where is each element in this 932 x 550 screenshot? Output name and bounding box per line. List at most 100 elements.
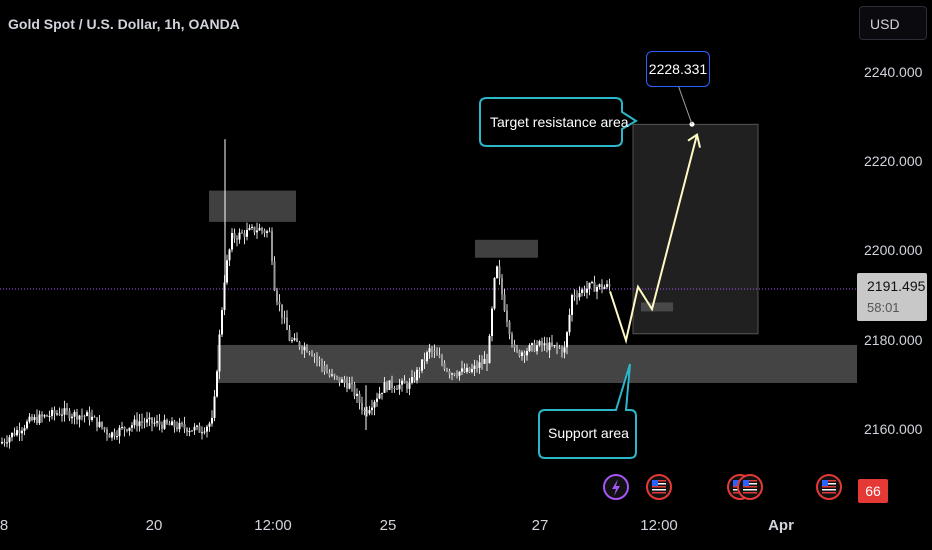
- candle-body: [563, 347, 566, 353]
- candle-body: [38, 414, 41, 424]
- candle-body: [278, 301, 281, 305]
- candle-body: [126, 429, 128, 431]
- candle-body: [251, 226, 253, 228]
- candle-body: [88, 412, 91, 420]
- flag-stripe: [652, 480, 666, 482]
- flag-canton: [822, 480, 828, 486]
- candle-body: [448, 371, 451, 375]
- candle-body: [386, 382, 388, 390]
- candle-body: [496, 266, 498, 278]
- event-count-badge[interactable]: 66: [858, 479, 888, 503]
- candle-body: [331, 374, 333, 376]
- candle-body: [343, 379, 346, 383]
- candle-body: [336, 376, 338, 378]
- candle-body: [181, 422, 183, 425]
- candle-body: [156, 421, 158, 423]
- candle-body: [243, 233, 246, 237]
- candle-body: [26, 421, 28, 429]
- candle-body: [338, 376, 341, 383]
- candle-body: [316, 356, 318, 360]
- candle-body: [363, 409, 366, 411]
- candle-body: [256, 230, 258, 233]
- candle-body: [323, 365, 326, 372]
- flag-stripe: [822, 480, 836, 482]
- candle-body: [333, 374, 336, 377]
- candle-body: [61, 414, 63, 416]
- candle-body: [43, 415, 46, 417]
- candle-body: [83, 415, 86, 417]
- candle-body: [73, 411, 76, 417]
- candle-body: [463, 368, 466, 372]
- candle-body: [258, 228, 261, 231]
- x-tick-label: 12:00: [254, 517, 292, 534]
- flag-stripe: [822, 486, 836, 488]
- candle-body: [183, 424, 186, 429]
- x-tick-label: 25: [379, 517, 397, 534]
- candle-body: [138, 421, 141, 427]
- candle-body: [486, 358, 488, 364]
- target-value-label[interactable]: 2228.331: [646, 51, 710, 87]
- candle-body: [318, 359, 321, 361]
- candle-countdown: 58:01: [867, 300, 900, 315]
- candle-body: [36, 417, 38, 424]
- candle-body: [453, 373, 456, 376]
- candle-body: [543, 343, 546, 346]
- projection-layer: [609, 121, 701, 345]
- candle-body: [141, 421, 143, 423]
- candle-body: [426, 352, 428, 362]
- x-tick-label: 20: [145, 517, 163, 534]
- candle-body: [406, 383, 408, 389]
- resistance-zone-1: [209, 190, 296, 222]
- flag-stripe: [743, 492, 757, 494]
- candle-body: [503, 294, 506, 311]
- candle-body: [253, 226, 256, 233]
- candle-body: [523, 352, 526, 356]
- flag-stripe: [652, 483, 666, 485]
- candle-body: [223, 282, 226, 311]
- candle-body: [198, 425, 201, 433]
- candle-body: [63, 408, 66, 415]
- candle-body: [168, 423, 171, 426]
- support-area-label: Support area: [548, 425, 629, 441]
- candle-body: [146, 419, 148, 423]
- candle-body: [393, 387, 396, 389]
- candle-body: [351, 383, 353, 385]
- candle-body: [416, 369, 418, 381]
- candle-body: [293, 338, 296, 341]
- candle-body: [218, 334, 221, 372]
- target-box: [632, 123, 759, 335]
- candle-body: [206, 426, 208, 432]
- candle-body: [166, 419, 168, 424]
- candle-body: [13, 432, 16, 436]
- candle-body: [21, 430, 23, 434]
- events-layer: [603, 474, 842, 500]
- x-tick-label: 27: [531, 517, 549, 534]
- candle-body: [201, 432, 203, 434]
- candle-body: [538, 341, 541, 346]
- candle-body: [111, 432, 113, 438]
- candle-body: [423, 359, 426, 362]
- candle-body: [81, 415, 83, 417]
- candle-body: [1, 442, 3, 444]
- candle-body: [326, 371, 328, 373]
- candle-body: [513, 344, 516, 348]
- candle-body: [398, 384, 401, 390]
- candle-body: [493, 277, 496, 309]
- candle-body: [446, 369, 448, 372]
- target-callout-box: [479, 97, 638, 147]
- currency-selector[interactable]: USD: [859, 6, 927, 40]
- candle-body: [546, 343, 548, 351]
- candle-body: [376, 398, 378, 402]
- candle-body: [6, 442, 8, 444]
- candle-body: [178, 422, 181, 430]
- candle-body: [536, 345, 538, 352]
- candle-body: [551, 342, 553, 346]
- candle-body: [173, 421, 176, 428]
- candle-body: [488, 336, 491, 364]
- candle-body: [211, 417, 213, 424]
- candle-body: [123, 426, 126, 430]
- candle-body: [506, 310, 508, 322]
- candle-body: [236, 238, 238, 240]
- candle-body: [571, 295, 573, 315]
